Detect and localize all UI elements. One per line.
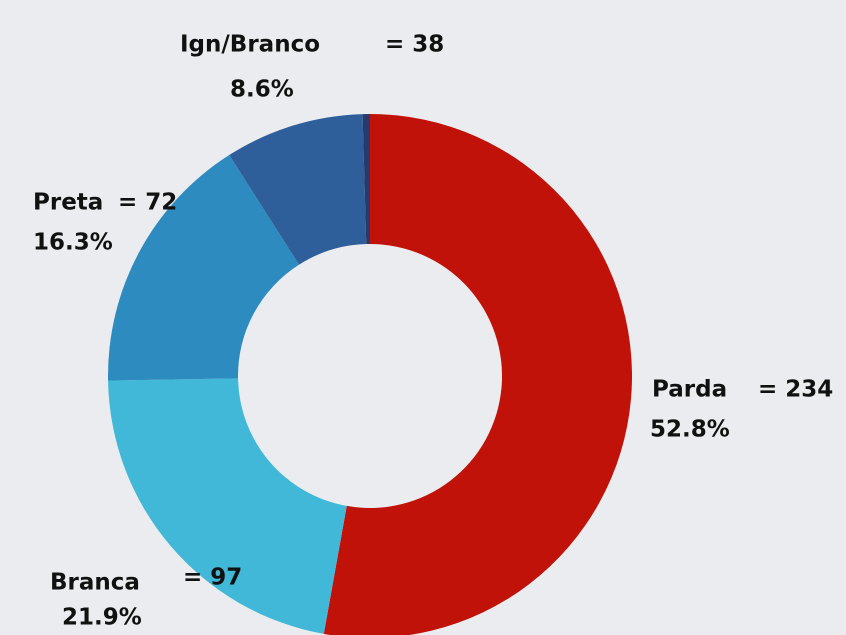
category-label: Parda	[652, 377, 727, 403]
category-label: Ign/Branco	[180, 32, 320, 58]
donut-slice	[362, 114, 370, 245]
percent-label: 52.8%	[650, 417, 730, 443]
category-label: Branca	[50, 570, 140, 596]
percent-label: 21.9%	[62, 605, 142, 631]
value-label: = 97	[183, 565, 242, 591]
donut-slice	[229, 114, 367, 265]
donut-slice	[108, 378, 347, 634]
percent-label: 16.3%	[33, 230, 113, 256]
value-label: = 234	[758, 377, 833, 403]
donut-slice	[108, 155, 300, 381]
value-label: = 72	[118, 190, 177, 216]
value-label: = 38	[385, 32, 444, 58]
donut-slice	[323, 114, 632, 635]
category-label: Preta	[33, 190, 103, 216]
percent-label: 8.6%	[230, 77, 294, 103]
